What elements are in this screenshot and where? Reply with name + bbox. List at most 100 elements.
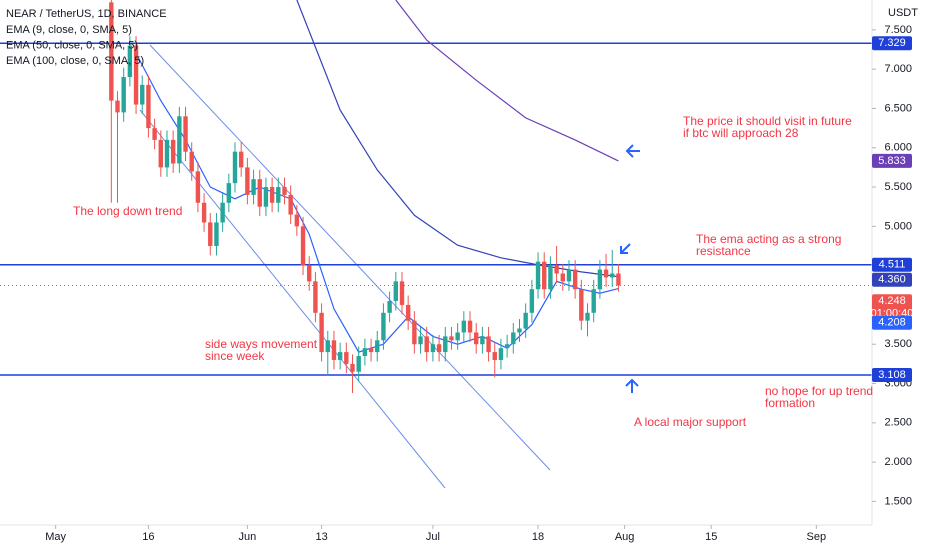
candle-body (152, 128, 157, 140)
y-tick-label: 2.000 (884, 456, 912, 468)
x-tick-label: Aug (615, 531, 635, 543)
legend-entry: EMA (100, close, 0, SMA, 5) (6, 55, 144, 67)
price-badge-label: 3.108 (878, 369, 906, 381)
candle-body (603, 269, 609, 278)
candle-body (393, 281, 399, 302)
candle-body (356, 356, 361, 372)
annotation: The ema acting as a strong (696, 232, 841, 246)
candle-body (473, 332, 479, 345)
price-badge-label: 5.833 (878, 155, 906, 167)
y-tick-label: 6.000 (884, 142, 912, 154)
candle-body (189, 151, 194, 172)
price-badge (872, 368, 912, 383)
annotation: resistance (696, 244, 751, 258)
candle-body (449, 336, 454, 341)
candle-body (201, 202, 207, 223)
y-tick-label: 2.500 (884, 417, 912, 429)
candle-body (535, 261, 541, 290)
x-tick-label: 16 (142, 531, 154, 543)
ema-line (135, 53, 619, 353)
candle-body (572, 269, 578, 290)
candle-body (375, 340, 380, 353)
candle-body (307, 265, 312, 282)
candle-body (109, 2, 114, 101)
price-unit: USDT (888, 7, 918, 19)
price-badge (872, 294, 912, 322)
candle-body (238, 151, 244, 168)
candle-body (269, 187, 275, 203)
candle-body (232, 151, 238, 184)
candle-body (257, 179, 262, 207)
candle-body (492, 352, 497, 360)
annotation: side ways movement (205, 337, 318, 351)
candle-body (288, 194, 293, 215)
x-tick-label: Jul (426, 531, 440, 543)
ema-line (395, 0, 619, 162)
candle-body (195, 171, 201, 203)
candle-body (498, 348, 504, 360)
y-tick-label: 1.500 (884, 495, 912, 507)
candle-body (542, 261, 547, 290)
candle-body (405, 304, 411, 321)
annotation: The price it should visit in future (683, 114, 852, 128)
plot-area (0, 0, 872, 393)
price-badge-label: 4.208 (878, 317, 906, 329)
legend-title: NEAR / TetherUS, 1D, BINANCE (6, 8, 167, 20)
candle-body (331, 340, 337, 360)
candle-body (523, 312, 528, 329)
candle-body (294, 214, 300, 227)
annotation: since week (205, 349, 265, 363)
candle-body (121, 77, 126, 113)
candle-body (467, 320, 473, 333)
arrows (620, 144, 640, 393)
arrow-left (625, 144, 640, 158)
price-badge (872, 153, 912, 168)
candle-body (616, 273, 621, 286)
candle-body (430, 344, 436, 353)
candle-body (158, 139, 163, 168)
candle-body (554, 265, 559, 274)
candle-body (597, 269, 603, 290)
x-tick-label: 18 (532, 531, 544, 543)
ema-line (296, 0, 619, 278)
candle-body (455, 332, 460, 341)
candle-body (436, 344, 442, 353)
candle-body (443, 336, 448, 353)
channel-lower (139, 109, 446, 489)
candle-body (164, 139, 170, 168)
y-tick-label: 6.500 (884, 102, 912, 114)
price-badge-label: 4.248 (878, 295, 906, 307)
candle-body (424, 336, 429, 353)
candle-body (127, 45, 133, 78)
price-badge (872, 36, 912, 51)
candle-body (208, 222, 213, 246)
y-tick-label: 3.500 (884, 338, 912, 350)
y-tick-label: 5.000 (884, 220, 912, 232)
candle-body (362, 348, 368, 357)
arrow-down-left (620, 243, 631, 254)
candle-body (350, 363, 355, 372)
price-badge (872, 315, 912, 330)
channel-upper (149, 44, 551, 471)
candle-body (115, 100, 120, 113)
candle-body (579, 289, 584, 321)
y-tick-label: 5.500 (884, 181, 912, 193)
annotation: formation (765, 396, 815, 410)
candle-body (251, 179, 256, 195)
legend-entry: EMA (50, close, 0, SMA, 5) (6, 39, 138, 51)
candle-body (504, 344, 510, 349)
candle-body (344, 352, 349, 364)
candle-body (368, 348, 374, 353)
candle-body (517, 328, 522, 333)
candle-body (300, 226, 306, 266)
candle-body (245, 167, 250, 195)
candle-body (418, 336, 423, 345)
trend-lines (139, 44, 551, 489)
candle-body (170, 139, 176, 164)
candle-body (548, 265, 553, 290)
price-badge (872, 257, 912, 272)
candle-body (387, 301, 392, 313)
axes: 1.5002.0002.5003.0003.5004.0004.5005.000… (45, 24, 913, 543)
candle-body (183, 116, 188, 152)
